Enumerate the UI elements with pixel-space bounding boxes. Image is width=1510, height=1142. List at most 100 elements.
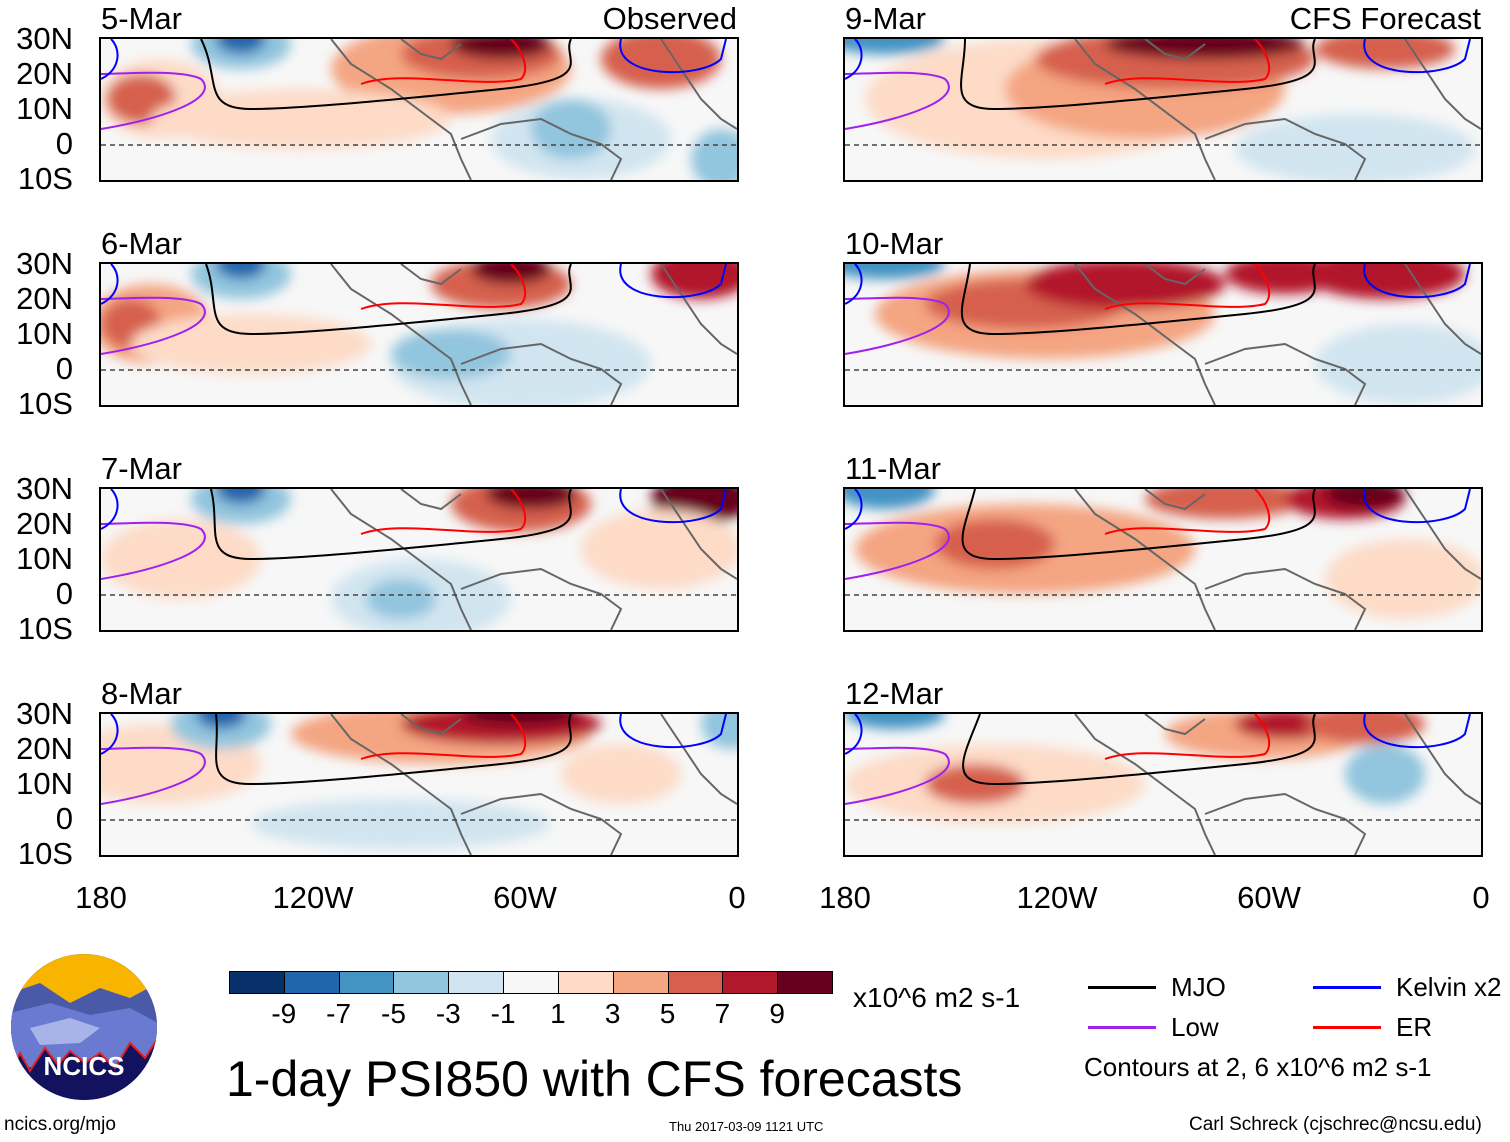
anomaly-blob	[1305, 264, 1465, 299]
anomaly-blob	[1345, 744, 1425, 804]
lat-label: 20N	[16, 281, 73, 316]
anomaly-blob	[845, 39, 945, 54]
map-panel	[843, 487, 1483, 632]
lat-label: 10S	[17, 836, 73, 871]
anomaly-blob	[1145, 489, 1305, 519]
anomaly-blob	[171, 714, 271, 749]
lat-label: 10S	[17, 611, 73, 646]
panel-date: 12-Mar	[845, 676, 944, 711]
mjo-contour	[215, 714, 572, 786]
lat-label: 10S	[17, 161, 73, 196]
er-contour	[1104, 714, 1271, 760]
mjo-contour	[960, 39, 1316, 111]
lat-label: 0	[55, 126, 73, 161]
legend-label: MJO	[1171, 972, 1226, 1002]
anomaly-blob	[471, 264, 551, 284]
coastline	[1074, 489, 1481, 630]
anomaly-blob	[651, 264, 737, 299]
anomaly-blob	[486, 489, 576, 509]
low-contour	[845, 746, 950, 805]
legend-label: ER	[1396, 1012, 1433, 1042]
anomaly-blob	[451, 39, 551, 59]
anomaly-blob	[101, 519, 261, 599]
coastline	[1074, 264, 1481, 405]
lon-label: 0	[728, 880, 746, 915]
anomaly-blob	[216, 489, 266, 504]
coastline	[330, 714, 737, 855]
colorbar-swatch	[557, 971, 614, 994]
colorbar-label: 7	[714, 998, 731, 1029]
lat-label: 10N	[16, 766, 73, 801]
lat-label: 0	[55, 351, 73, 386]
lat-label: 0	[55, 801, 73, 836]
lat-label: 20N	[16, 56, 73, 91]
panel-date: 10-Mar	[845, 226, 944, 261]
panel-date: 11-Mar	[845, 451, 941, 486]
low-contour	[845, 521, 950, 580]
kelvin-contour	[845, 714, 1471, 755]
coastline	[330, 39, 737, 180]
colorbar-label: -1	[490, 998, 516, 1029]
anomaly-blob	[531, 99, 611, 159]
colorbar-label: 5	[659, 998, 676, 1029]
footer-author: Carl Schreck (cjschrec@ncsu.edu)	[1189, 1114, 1482, 1135]
anomaly-blob	[845, 264, 945, 279]
contours-note: Contours at 2, 6 x10^6 m2 s-1	[1084, 1052, 1432, 1082]
anomaly-field	[845, 264, 1481, 404]
kelvin-contour	[845, 39, 1471, 80]
colorbar-label: 3	[604, 998, 621, 1029]
kelvin-contour	[101, 264, 727, 305]
anomaly-blob	[601, 39, 721, 89]
colorbar-swatch	[777, 971, 833, 994]
lon-label: 120W	[272, 880, 354, 915]
panel-date: 7-Mar	[101, 451, 182, 486]
coastline	[1074, 714, 1481, 855]
anomaly-blob	[1105, 39, 1305, 59]
footer-url[interactable]: ncics.org/mjo	[4, 1114, 116, 1135]
colorbar-swatch	[283, 971, 340, 994]
lon-label: 60W	[1237, 880, 1301, 915]
anomaly-blob	[701, 714, 737, 749]
anomaly-blob	[216, 39, 266, 54]
lat-label: 20N	[16, 731, 73, 766]
lon-label: 60W	[493, 880, 557, 915]
coastline	[1074, 39, 1481, 180]
panel-tag: CFS Forecast	[1289, 1, 1481, 36]
map-panel	[843, 712, 1483, 857]
anomaly-blob	[191, 489, 291, 524]
kelvin-contour	[101, 489, 727, 530]
anomaly-field	[101, 264, 737, 405]
logo-text: NCICS	[44, 1051, 125, 1081]
ncics-logo: NCICS	[10, 953, 158, 1101]
lon-label: 120W	[1016, 880, 1098, 915]
panel-date: 5-Mar	[101, 1, 182, 36]
anomaly-field	[101, 489, 737, 630]
lon-label: 180	[819, 880, 871, 915]
anomaly-blob	[925, 764, 1025, 804]
colorbar-label: -9	[271, 998, 297, 1029]
colorbar-swatch	[393, 971, 450, 994]
figure-title: 1-day PSI850 with CFS forecasts	[226, 1051, 963, 1107]
colorbar-label: -3	[435, 998, 461, 1029]
anomaly-blob	[581, 509, 737, 589]
anomaly-blob	[1315, 324, 1481, 404]
anomaly-blob	[1235, 114, 1475, 180]
lat-label: 30N	[16, 696, 73, 731]
low-contour	[101, 71, 206, 130]
anomaly-field	[845, 714, 1425, 824]
anomaly-blob	[196, 714, 246, 729]
anomaly-blob	[935, 519, 1055, 569]
anomaly-blob	[216, 264, 266, 279]
colorbar-swatch	[667, 971, 724, 994]
low-contour	[101, 296, 206, 355]
colorbar-swatch	[338, 971, 395, 994]
anomaly-blob	[191, 264, 291, 299]
low-contour	[101, 521, 206, 580]
map-panel	[843, 262, 1483, 407]
anomaly-blob	[461, 714, 581, 726]
panel-date: 8-Mar	[101, 676, 182, 711]
map-panel	[99, 487, 739, 632]
colorbar-label: -5	[381, 998, 406, 1029]
mjo-contour	[200, 39, 572, 111]
anomaly-field	[845, 489, 1481, 619]
